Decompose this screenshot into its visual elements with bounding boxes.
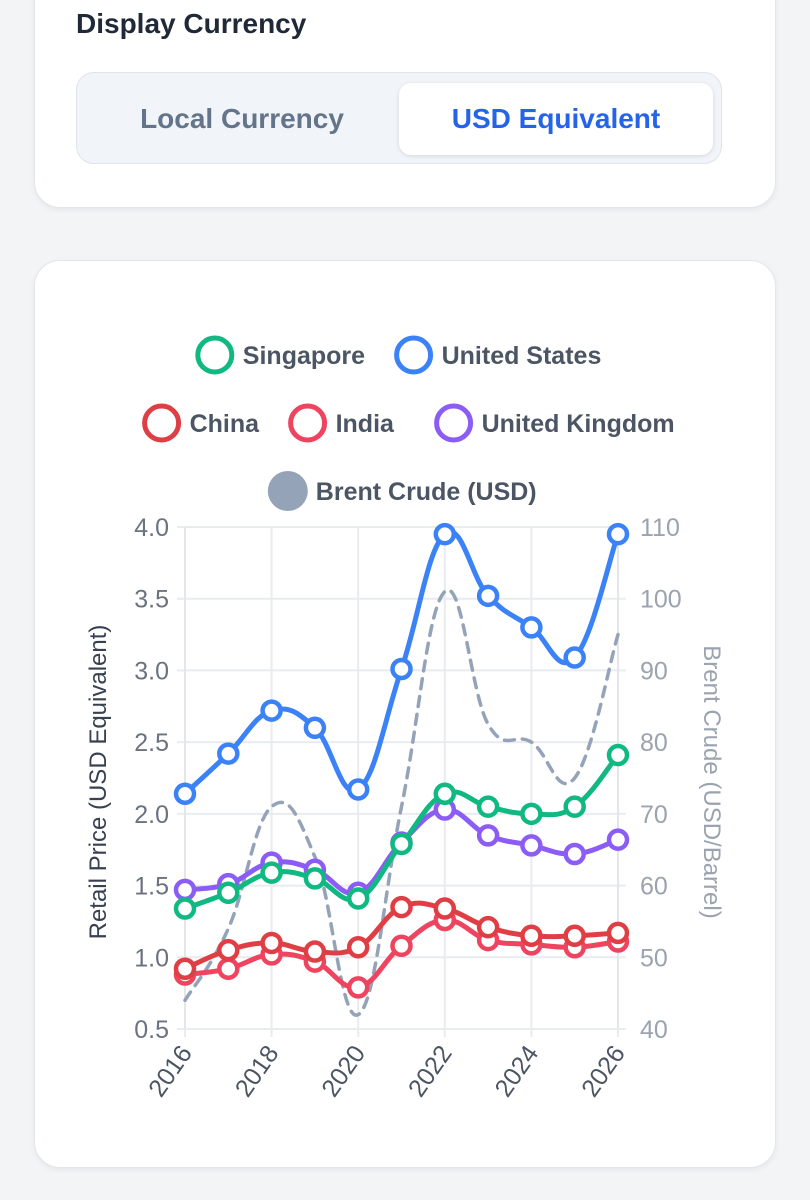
data-point-china[interactable] [433, 897, 457, 920]
legend-swatch-singapore[interactable] [195, 335, 235, 375]
y2-tick-label: 90 [640, 657, 668, 685]
legend-label-brent-crude-usd[interactable]: Brent Crude (USD) [316, 478, 537, 506]
data-point-china[interactable] [563, 924, 586, 948]
data-point-singapore[interactable] [433, 782, 457, 806]
y2-tick-label: 40 [640, 1016, 668, 1044]
y-axis-title: Retail Price (USD Equivalent) [85, 625, 112, 940]
data-point-singapore[interactable] [520, 802, 543, 826]
legend-swatch-brent-crude-usd[interactable] [267, 471, 308, 511]
legend-label-india[interactable]: India [336, 410, 395, 438]
y-tick-label: 4.0 [134, 514, 169, 542]
data-point-china[interactable] [173, 957, 197, 981]
data-point-united-states[interactable] [303, 716, 327, 740]
y2-tick-label: 60 [640, 873, 668, 901]
data-point-india[interactable] [346, 976, 370, 999]
y-tick-label: 0.5 [134, 1016, 169, 1044]
y2-tick-label: 70 [640, 801, 668, 829]
data-point-india[interactable] [217, 957, 240, 981]
data-point-singapore[interactable] [260, 861, 283, 884]
legend-label-united-states[interactable]: United States [442, 342, 602, 370]
data-point-singapore[interactable] [606, 743, 630, 767]
data-point-china[interactable] [303, 940, 327, 963]
data-point-singapore[interactable] [217, 881, 240, 904]
x-tick-label: 2020 [316, 1040, 371, 1102]
x-tick-label: 2024 [489, 1040, 544, 1102]
data-point-china[interactable] [390, 895, 413, 919]
data-point-united-states[interactable] [173, 782, 197, 806]
y-tick-label: 3.0 [134, 657, 169, 685]
x-tick-label: 2022 [403, 1040, 458, 1102]
data-point-china[interactable] [606, 921, 630, 945]
y2-tick-label: 110 [640, 514, 680, 542]
legend-swatch-china[interactable] [142, 403, 182, 443]
data-point-united-states[interactable] [606, 522, 630, 546]
data-point-singapore[interactable] [563, 795, 586, 818]
usd-equivalent-option[interactable]: USD Equivalent [399, 83, 713, 155]
data-point-united-states[interactable] [433, 522, 457, 546]
data-point-united-states[interactable] [346, 778, 370, 801]
data-point-united-kingdom[interactable] [520, 834, 543, 857]
y2-tick-label: 50 [640, 944, 668, 972]
y-tick-label: 1.5 [134, 873, 169, 901]
data-point-united-kingdom[interactable] [606, 828, 630, 851]
data-point-china[interactable] [476, 915, 500, 939]
y2-axis-title: Brent Crude (USD/Barrel) [698, 645, 725, 918]
data-point-singapore[interactable] [390, 832, 413, 856]
data-point-united-states[interactable] [476, 584, 500, 608]
x-tick-label: 2026 [576, 1040, 631, 1102]
data-point-united-kingdom[interactable] [476, 824, 500, 847]
data-point-singapore[interactable] [173, 897, 197, 920]
legend-label-united-kingdom[interactable]: United Kingdom [482, 410, 675, 438]
data-point-china[interactable] [346, 935, 370, 959]
local-currency-option[interactable]: Local Currency [140, 103, 344, 134]
x-tick-label: 2018 [230, 1040, 285, 1102]
y2-tick-label: 80 [640, 729, 668, 757]
data-point-india[interactable] [390, 934, 413, 958]
data-point-singapore[interactable] [303, 867, 327, 890]
data-point-united-states[interactable] [563, 646, 586, 669]
data-point-united-states[interactable] [390, 657, 413, 681]
legend-label-singapore[interactable]: Singapore [243, 342, 365, 370]
y-tick-label: 2.5 [134, 729, 169, 757]
y-tick-label: 3.5 [134, 586, 169, 614]
legend-swatch-india[interactable] [288, 403, 328, 443]
data-point-united-kingdom[interactable] [173, 878, 197, 902]
data-point-singapore[interactable] [346, 887, 370, 910]
y2-tick-label: 100 [640, 586, 682, 614]
display-currency-title: Display Currency [76, 8, 307, 39]
legend-label-china[interactable]: China [190, 410, 261, 438]
legend-swatch-united-states[interactable] [394, 335, 434, 375]
data-point-singapore[interactable] [476, 795, 500, 818]
data-point-china[interactable] [520, 924, 543, 948]
series-line-brent-crude-usd [183, 588, 620, 1017]
data-point-united-states[interactable] [520, 616, 543, 639]
data-point-china[interactable] [217, 938, 240, 962]
data-point-united-kingdom[interactable] [563, 842, 586, 866]
data-point-united-states[interactable] [260, 699, 283, 722]
data-point-china[interactable] [260, 931, 283, 955]
data-point-united-states[interactable] [217, 742, 240, 765]
currency-toggle: Local Currency USD Equivalent [76, 72, 722, 164]
x-tick-label: 2016 [143, 1040, 198, 1102]
legend-swatch-united-kingdom[interactable] [434, 403, 474, 443]
y-tick-label: 1.0 [134, 944, 169, 972]
y-tick-label: 2.0 [134, 801, 169, 829]
